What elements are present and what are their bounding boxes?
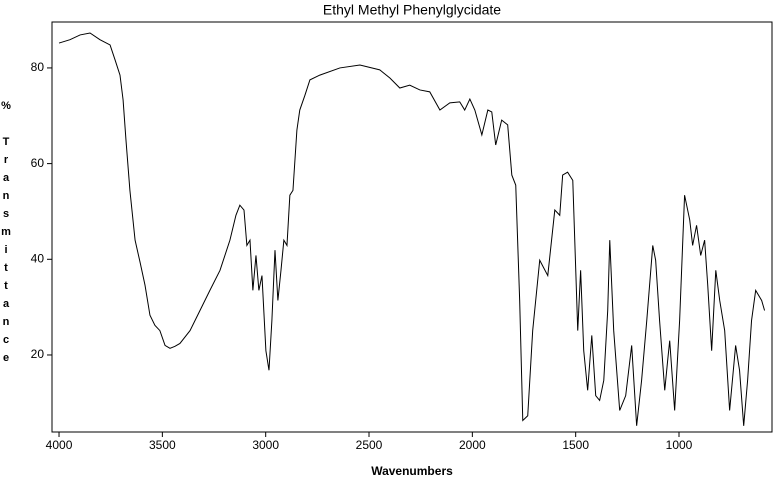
x-tick-label: 2500 xyxy=(356,438,383,452)
x-tick-label: 2000 xyxy=(459,438,486,452)
plot-frame xyxy=(51,21,773,433)
x-axis-label: Wavenumbers xyxy=(371,464,453,478)
x-tick-label: 1500 xyxy=(562,438,589,452)
chart-title: Ethyl Methyl Phenylglycidate xyxy=(323,2,501,18)
y-tick-label: 40 xyxy=(31,251,45,265)
x-tick-label: 3000 xyxy=(252,438,279,452)
y-tick-label: 20 xyxy=(31,347,45,361)
x-tick-label: 1000 xyxy=(666,438,693,452)
x-tick-label: 4000 xyxy=(46,438,73,452)
y-axis-label: % Transmittance xyxy=(0,100,12,370)
y-tick-label: 60 xyxy=(31,156,45,170)
spectrum-line xyxy=(58,32,766,426)
x-tick-label: 3500 xyxy=(149,438,176,452)
y-tick-label: 80 xyxy=(31,60,45,74)
